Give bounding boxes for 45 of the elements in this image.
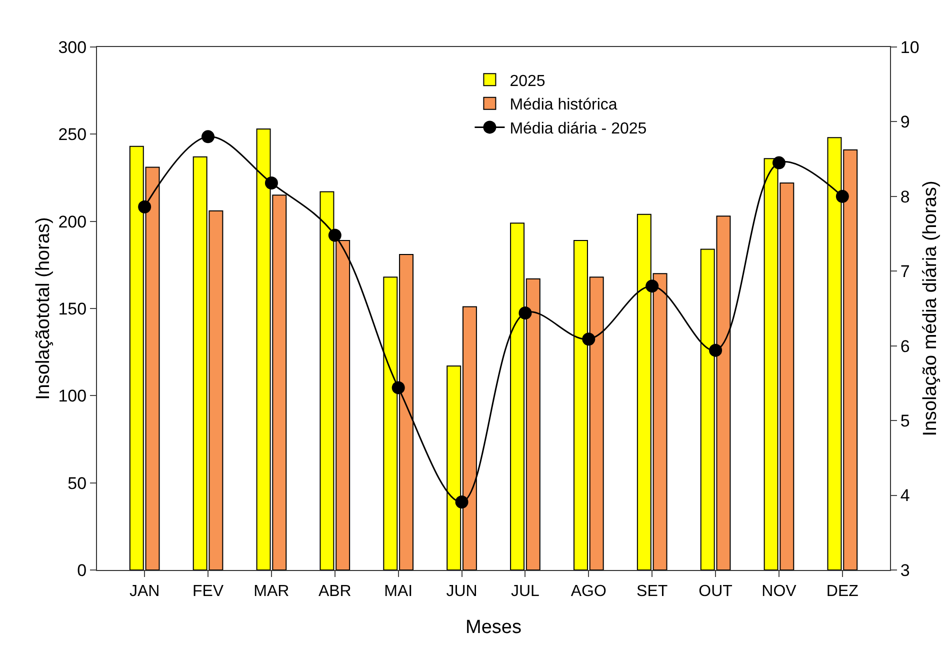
point bbox=[709, 344, 722, 357]
x-tick-label: SET bbox=[636, 583, 668, 600]
y2-tick-label: 4 bbox=[900, 486, 910, 506]
y-tick-label: 200 bbox=[58, 212, 87, 232]
point bbox=[202, 130, 215, 144]
y2-tick-label: 9 bbox=[900, 112, 910, 132]
x-tick-label: DEZ bbox=[826, 583, 859, 600]
y-tick-label: 50 bbox=[68, 474, 87, 493]
x-tick-label: MAI bbox=[384, 583, 413, 600]
x-tick-label: JUL bbox=[510, 583, 540, 600]
legend-label: 2025 bbox=[510, 72, 546, 90]
point bbox=[455, 496, 468, 509]
y-tick-label: 300 bbox=[58, 38, 87, 57]
point bbox=[772, 156, 786, 170]
point bbox=[264, 176, 278, 190]
y2-tick-label: 8 bbox=[900, 187, 910, 206]
y2-tick-label: 6 bbox=[900, 336, 910, 356]
point bbox=[518, 306, 532, 320]
y2-axis-title: Insolação média diária (horas) bbox=[920, 180, 941, 436]
point bbox=[138, 200, 152, 214]
x-tick-label: OUT bbox=[698, 583, 733, 600]
y-tick-label: 250 bbox=[58, 125, 87, 144]
x-tick-label: MAR bbox=[254, 583, 290, 600]
x-tick-label: JUN bbox=[446, 583, 478, 600]
x-tick-label: NOV bbox=[762, 583, 797, 600]
y2-tick-label: 3 bbox=[900, 560, 910, 580]
point bbox=[328, 228, 342, 242]
y-tick-label: 100 bbox=[58, 386, 87, 406]
y-tick-label: 0 bbox=[77, 560, 87, 580]
legend-label: Média histórica bbox=[510, 96, 618, 114]
y-tick-label: 150 bbox=[58, 299, 87, 318]
y2-tick-label: 10 bbox=[900, 38, 920, 57]
x-tick-label: FEV bbox=[192, 583, 224, 600]
x-tick-label: ABR bbox=[318, 583, 352, 600]
x-tick-label: AGO bbox=[570, 583, 606, 600]
point bbox=[646, 280, 659, 293]
legend-label: Média diária - 2025 bbox=[510, 120, 647, 138]
y2-tick-label: 7 bbox=[900, 262, 910, 282]
x-axis-title: Meses bbox=[466, 617, 522, 638]
y-axis-title: Insolaçãototal (horas) bbox=[33, 217, 54, 400]
y2-tick-label: 5 bbox=[900, 412, 910, 431]
point bbox=[392, 381, 405, 394]
x-tick-label: JAN bbox=[129, 583, 160, 600]
point bbox=[582, 332, 596, 346]
point bbox=[836, 190, 849, 203]
